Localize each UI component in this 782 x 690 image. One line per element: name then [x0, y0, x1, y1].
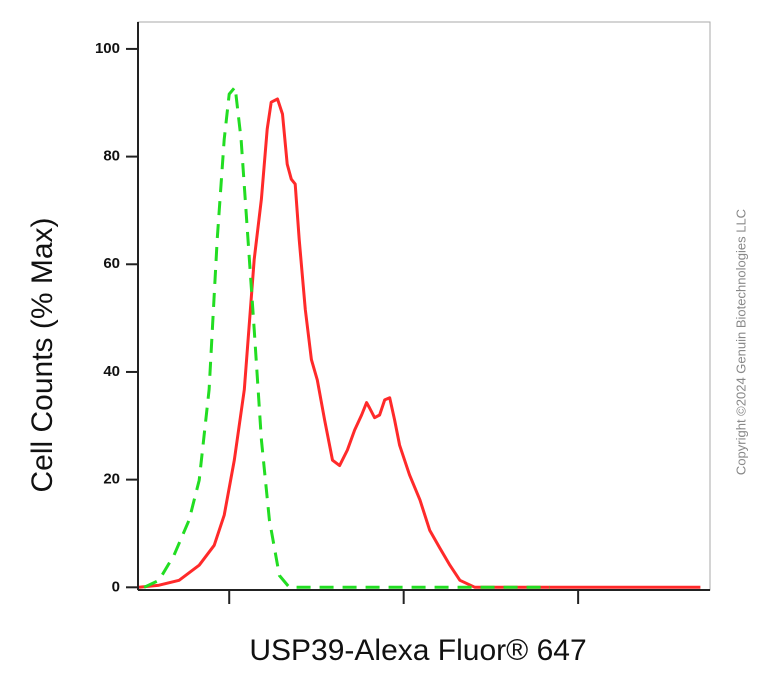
- y-tick-label: 100: [95, 40, 120, 57]
- y-tick-label: 80: [103, 148, 120, 165]
- y-tick-label: 60: [103, 255, 120, 272]
- y-axis-label: Cell Counts (% Max): [26, 217, 59, 492]
- copyright: Copyright ©2024 Genuin Biotechnologies L…: [733, 209, 748, 475]
- data-line: [138, 97, 701, 589]
- plot-frame: [137, 21, 711, 591]
- y-tick-label: 20: [103, 471, 120, 488]
- y-tick-label: 0: [112, 578, 120, 595]
- x-axis-label: USP39-Alexa Fluor® 647: [249, 634, 586, 667]
- y-tick-label: 40: [103, 363, 120, 380]
- data-line: [143, 85, 550, 589]
